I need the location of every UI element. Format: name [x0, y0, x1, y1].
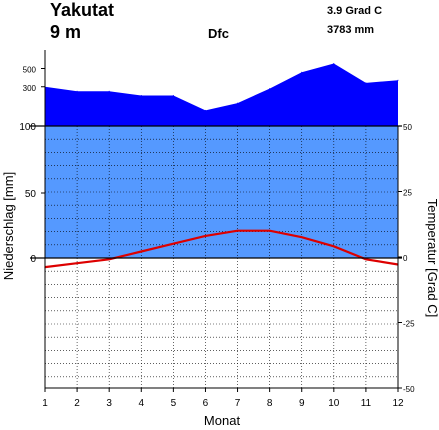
- precip-over-100-area: [45, 63, 398, 126]
- grid-layer: [45, 126, 398, 388]
- precip-point-7: [237, 102, 239, 104]
- x-tick-label-5: 5: [171, 398, 177, 409]
- precip-point-6: [204, 109, 206, 111]
- temperature-point-10: [333, 245, 335, 247]
- temperature-point-3: [108, 258, 110, 260]
- mean-temperature: 3.9 Grad C: [327, 5, 382, 17]
- left-tick-label-500: 500: [23, 66, 37, 75]
- precip-point-11: [365, 82, 367, 84]
- left-axis-title: Niederschlag [mm]: [1, 172, 16, 280]
- left-tick-label-300: 300: [23, 84, 37, 93]
- right-tick-label--50: -50: [403, 385, 415, 394]
- precip-point-8: [269, 88, 271, 90]
- left-tick-label-0: 0: [30, 254, 36, 265]
- temperature-point-5: [172, 243, 174, 245]
- station-elevation: 9 m: [50, 22, 81, 42]
- precip-point-10: [333, 63, 335, 65]
- precip-point-2: [76, 90, 78, 92]
- right-axis-title: Temperatur [Grad C]: [425, 199, 439, 318]
- x-tick-label-10: 10: [328, 398, 340, 409]
- temperature-point-9: [301, 236, 303, 238]
- right-tick-label--25: -25: [403, 320, 415, 329]
- right-tick-label-50: 50: [403, 123, 412, 132]
- x-tick-label-9: 9: [299, 398, 305, 409]
- x-axis-title: Monat: [204, 413, 241, 428]
- right-tick-label-0: 0: [403, 254, 408, 263]
- x-tick-label-1: 1: [42, 398, 48, 409]
- precip-point-12: [397, 79, 399, 81]
- x-tick-label-11: 11: [361, 398, 372, 409]
- precip-point-5: [172, 94, 174, 96]
- x-tick-label-3: 3: [106, 398, 112, 409]
- temperature-point-11: [365, 258, 367, 260]
- station-name: Yakutat: [50, 0, 114, 20]
- temperature-point-2: [76, 262, 78, 264]
- temperature-point-7: [236, 230, 239, 232]
- temperature-point-8: [269, 230, 271, 232]
- x-tick-label-8: 8: [267, 398, 273, 409]
- x-tick-label-7: 7: [235, 398, 241, 409]
- precip-point-4: [140, 94, 142, 96]
- x-tick-label-6: 6: [203, 398, 209, 409]
- climate-class: Dfc: [208, 26, 229, 41]
- x-tick-label-4: 4: [138, 398, 144, 409]
- axes-layer: [30, 50, 402, 392]
- x-tick-label-12: 12: [392, 398, 404, 409]
- temperature-point-6: [204, 235, 207, 237]
- precip-point-3: [108, 90, 110, 92]
- annual-precipitation: 3783 mm: [327, 24, 374, 36]
- x-tick-label-2: 2: [74, 398, 80, 409]
- precip-point-9: [301, 71, 303, 73]
- precipitation-layer: [44, 63, 399, 258]
- left-tick-label-100: 100: [19, 122, 36, 133]
- right-tick-label-25: 25: [403, 189, 412, 198]
- temperature-line: [44, 229, 399, 269]
- temperature-point-4: [140, 250, 142, 253]
- left-tick-label-50: 50: [25, 189, 37, 200]
